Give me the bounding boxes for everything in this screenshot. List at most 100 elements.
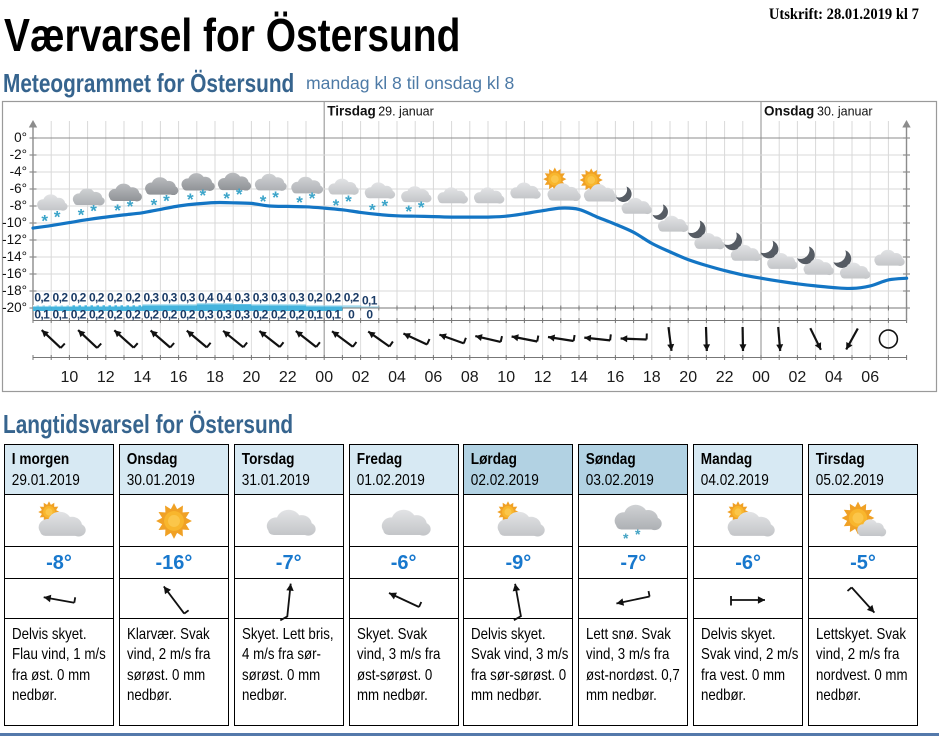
svg-text:-16°: -16° xyxy=(2,266,27,281)
svg-text:0,2: 0,2 xyxy=(344,291,360,305)
svg-text:30. januar: 30. januar xyxy=(817,105,873,119)
svg-text:0,3: 0,3 xyxy=(253,291,269,305)
svg-text:04: 04 xyxy=(825,369,843,386)
svg-text:0,2: 0,2 xyxy=(271,308,287,322)
svg-text:*: * xyxy=(236,185,243,204)
svg-text:29. januar: 29. januar xyxy=(378,105,434,119)
svg-text:0,3: 0,3 xyxy=(144,291,160,305)
svg-text:-8°: -8° xyxy=(10,198,27,213)
svg-text:-18°: -18° xyxy=(2,283,27,298)
svg-text:*: * xyxy=(41,212,48,231)
svg-text:12: 12 xyxy=(97,369,115,386)
svg-text:18: 18 xyxy=(206,369,224,386)
svg-text:-20°: -20° xyxy=(2,300,27,315)
svg-text:Tirsdag: Tirsdag xyxy=(327,104,376,119)
svg-text:*: * xyxy=(90,202,97,221)
svg-text:0,1: 0,1 xyxy=(307,308,323,322)
svg-text:20: 20 xyxy=(679,369,697,386)
svg-text:0,3: 0,3 xyxy=(198,308,214,322)
svg-text:0,2: 0,2 xyxy=(125,308,141,322)
svg-text:*: * xyxy=(78,206,85,225)
svg-text:0,1: 0,1 xyxy=(362,294,378,308)
svg-text:0,4: 0,4 xyxy=(198,291,214,305)
svg-text:0,3: 0,3 xyxy=(180,291,196,305)
svg-text:*: * xyxy=(296,193,303,212)
svg-text:06: 06 xyxy=(861,369,879,386)
svg-text:*: * xyxy=(635,526,641,542)
svg-text:0,2: 0,2 xyxy=(253,308,269,322)
svg-text:-6°: -6° xyxy=(10,181,27,196)
svg-text:0: 0 xyxy=(348,308,355,322)
svg-text:*: * xyxy=(345,192,352,211)
svg-text:0,3: 0,3 xyxy=(271,291,287,305)
svg-text:0: 0 xyxy=(366,308,373,322)
svg-text:0,2: 0,2 xyxy=(180,308,196,322)
svg-text:*: * xyxy=(418,198,425,217)
svg-text:02: 02 xyxy=(352,369,370,386)
svg-text:0,2: 0,2 xyxy=(89,308,105,322)
svg-text:0,2: 0,2 xyxy=(107,291,123,305)
svg-text:*: * xyxy=(260,192,267,211)
svg-text:0°: 0° xyxy=(14,130,27,145)
svg-text:0,2: 0,2 xyxy=(71,308,87,322)
svg-text:*: * xyxy=(369,201,376,220)
svg-text:*: * xyxy=(272,188,279,207)
svg-text:Onsdag: Onsdag xyxy=(764,104,814,119)
svg-text:0,1: 0,1 xyxy=(34,308,50,322)
svg-text:-2°: -2° xyxy=(10,147,27,162)
svg-text:*: * xyxy=(187,190,194,209)
svg-text:0,2: 0,2 xyxy=(307,291,323,305)
svg-text:0,2: 0,2 xyxy=(71,291,87,305)
svg-text:16: 16 xyxy=(607,369,625,386)
svg-text:0,3: 0,3 xyxy=(216,308,232,322)
svg-text:14: 14 xyxy=(133,369,151,386)
svg-text:*: * xyxy=(54,208,61,227)
svg-text:00: 00 xyxy=(315,369,333,386)
svg-text:10: 10 xyxy=(497,369,515,386)
svg-text:*: * xyxy=(309,189,316,208)
svg-text:*: * xyxy=(405,202,412,221)
svg-text:*: * xyxy=(151,195,158,214)
svg-text:-10°: -10° xyxy=(2,215,27,230)
svg-text:*: * xyxy=(114,201,121,220)
svg-text:*: * xyxy=(623,530,629,546)
svg-text:*: * xyxy=(163,191,170,210)
svg-text:0,1: 0,1 xyxy=(326,308,342,322)
svg-text:0,3: 0,3 xyxy=(289,291,305,305)
svg-text:-14°: -14° xyxy=(2,249,27,264)
svg-text:14: 14 xyxy=(570,369,588,386)
svg-text:0,2: 0,2 xyxy=(125,291,141,305)
svg-text:*: * xyxy=(127,197,134,216)
svg-text:12: 12 xyxy=(534,369,552,386)
svg-text:0,3: 0,3 xyxy=(235,308,251,322)
svg-text:0,2: 0,2 xyxy=(289,308,305,322)
svg-text:22: 22 xyxy=(716,369,734,386)
svg-text:0,4: 0,4 xyxy=(216,291,232,305)
svg-text:02: 02 xyxy=(789,369,807,386)
svg-text:-4°: -4° xyxy=(10,164,27,179)
svg-text:10: 10 xyxy=(61,369,79,386)
svg-text:00: 00 xyxy=(752,369,770,386)
svg-text:16: 16 xyxy=(170,369,188,386)
svg-text:22: 22 xyxy=(279,369,297,386)
svg-text:0,2: 0,2 xyxy=(162,308,178,322)
svg-text:0,3: 0,3 xyxy=(162,291,178,305)
svg-text:0,2: 0,2 xyxy=(326,291,342,305)
svg-text:*: * xyxy=(223,189,230,208)
svg-text:08: 08 xyxy=(461,369,479,386)
svg-text:0,2: 0,2 xyxy=(89,291,105,305)
svg-text:20: 20 xyxy=(243,369,261,386)
svg-text:0,2: 0,2 xyxy=(107,308,123,322)
svg-text:18: 18 xyxy=(643,369,661,386)
svg-text:*: * xyxy=(333,196,340,215)
svg-text:0,2: 0,2 xyxy=(53,291,69,305)
svg-text:*: * xyxy=(381,197,388,216)
svg-text:0,2: 0,2 xyxy=(34,291,50,305)
svg-text:*: * xyxy=(199,186,206,205)
svg-text:0,1: 0,1 xyxy=(53,308,69,322)
svg-text:0,2: 0,2 xyxy=(144,308,160,322)
svg-text:-12°: -12° xyxy=(2,232,27,247)
svg-text:0,3: 0,3 xyxy=(235,291,251,305)
svg-text:04: 04 xyxy=(388,369,406,386)
svg-text:06: 06 xyxy=(425,369,443,386)
